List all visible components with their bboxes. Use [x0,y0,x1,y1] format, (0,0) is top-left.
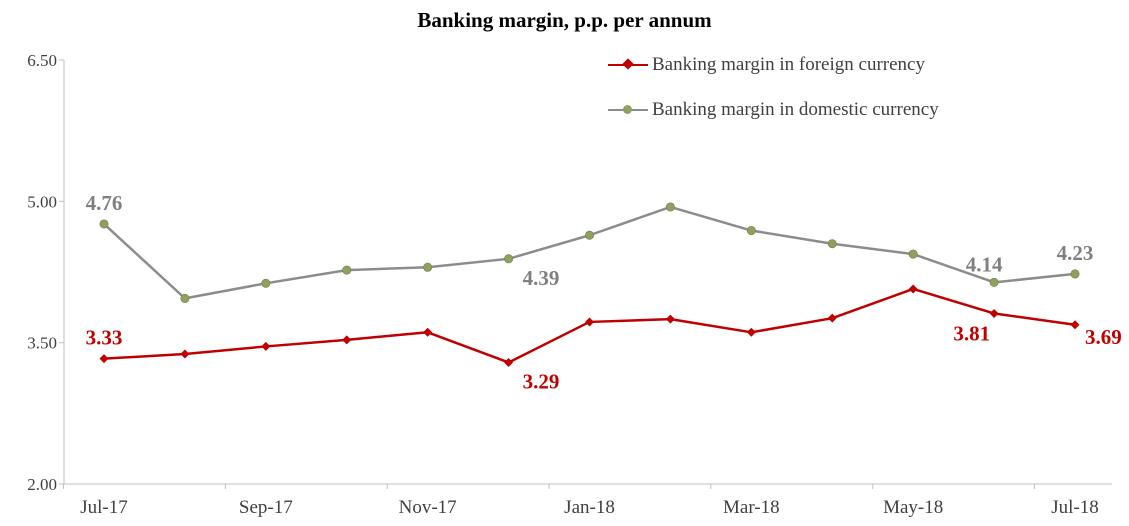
data-point [423,262,433,272]
legend-label-domestic: Banking margin in domestic currency [652,99,939,120]
data-label: 4.23 [1057,241,1094,265]
data-point [261,278,271,288]
data-point [1070,269,1080,279]
x-tick-label: Jul-17 [80,497,128,518]
data-point [665,202,675,212]
data-point [423,327,433,337]
data-point [504,254,514,264]
x-tick-label: Jul-18 [1051,497,1099,518]
y-tick-label: 3.50 [27,334,57,353]
data-label: 4.39 [523,266,560,290]
data-point [908,249,918,259]
data-point [584,230,594,240]
data-point [99,219,109,229]
y-tick-label: 6.50 [27,51,57,70]
data-point [180,293,190,303]
legend-item-domestic: Banking margin in domestic currency [608,99,939,144]
data-point [180,349,190,359]
data-point [989,277,999,287]
legend-swatch-domestic [608,99,648,119]
data-point [1070,320,1080,330]
data-label: 3.69 [1085,325,1122,349]
legend: Banking margin in foreign currency Banki… [608,54,939,144]
data-label: 4.76 [86,191,123,215]
series-line-1 [103,205,1076,300]
data-point [342,335,352,345]
data-point [342,265,352,275]
data-point [665,314,675,324]
chart-title: Banking margin, p.p. per annum [417,8,712,32]
data-label: 3.33 [86,326,123,350]
legend-swatch-foreign [608,54,648,74]
x-tick-label: Mar-18 [723,497,780,518]
data-point [746,226,756,236]
x-tick-label: May-18 [883,497,943,518]
data-point [746,327,756,337]
data-point [261,341,271,351]
legend-label-foreign: Banking margin in foreign currency [652,54,925,75]
data-point [827,313,837,323]
data-label: 4.14 [966,252,1003,276]
legend-item-foreign: Banking margin in foreign currency [608,54,939,99]
x-tick-label: Nov-17 [399,497,457,518]
data-point [99,354,109,364]
data-point [585,317,594,327]
y-tick-label: 5.00 [27,192,57,211]
y-tick-label: 2.00 [27,475,57,494]
data-point [989,308,999,318]
data-label: 3.29 [523,369,560,393]
x-tick-label: Jan-18 [564,497,615,518]
data-point [827,239,837,249]
data-point [908,284,918,294]
data-label: 3.81 [953,321,990,345]
x-tick-label: Sep-17 [239,497,293,518]
data-point [504,357,514,367]
